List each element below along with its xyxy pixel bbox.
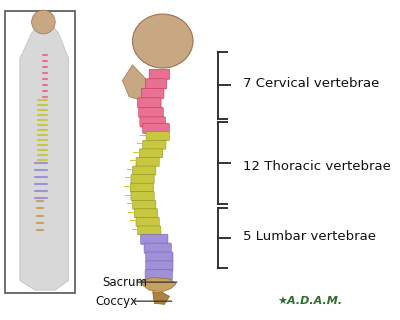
FancyBboxPatch shape <box>133 166 156 175</box>
Text: 5 Lumbar vertebrae: 5 Lumbar vertebrae <box>244 230 376 243</box>
FancyBboxPatch shape <box>143 140 166 149</box>
FancyBboxPatch shape <box>133 200 156 209</box>
Text: Coccyx: Coccyx <box>96 295 138 308</box>
FancyBboxPatch shape <box>139 107 163 117</box>
Text: Sacrum: Sacrum <box>102 276 147 289</box>
Text: 7 Cervical vertebrae: 7 Cervical vertebrae <box>244 77 380 90</box>
FancyBboxPatch shape <box>134 209 158 218</box>
Polygon shape <box>142 277 176 292</box>
FancyBboxPatch shape <box>138 226 161 235</box>
FancyBboxPatch shape <box>140 117 166 127</box>
FancyBboxPatch shape <box>145 79 167 89</box>
FancyBboxPatch shape <box>146 252 173 262</box>
Ellipse shape <box>32 10 55 34</box>
FancyBboxPatch shape <box>131 175 154 183</box>
FancyBboxPatch shape <box>138 98 161 108</box>
Text: ★A.D.A.M.: ★A.D.A.M. <box>277 296 342 306</box>
FancyBboxPatch shape <box>141 88 164 99</box>
FancyBboxPatch shape <box>144 243 171 253</box>
FancyBboxPatch shape <box>141 234 168 244</box>
Polygon shape <box>20 17 69 290</box>
Polygon shape <box>153 292 170 304</box>
FancyBboxPatch shape <box>139 149 162 158</box>
FancyBboxPatch shape <box>145 270 172 280</box>
FancyBboxPatch shape <box>130 183 154 192</box>
FancyBboxPatch shape <box>143 123 169 133</box>
FancyBboxPatch shape <box>136 157 159 166</box>
Polygon shape <box>122 65 159 103</box>
FancyBboxPatch shape <box>131 192 154 201</box>
FancyBboxPatch shape <box>136 217 159 226</box>
Text: 12 Thoracic vertebrae: 12 Thoracic vertebrae <box>244 160 391 173</box>
FancyBboxPatch shape <box>146 132 169 141</box>
FancyBboxPatch shape <box>149 69 170 79</box>
Ellipse shape <box>132 14 193 68</box>
FancyBboxPatch shape <box>146 261 173 271</box>
